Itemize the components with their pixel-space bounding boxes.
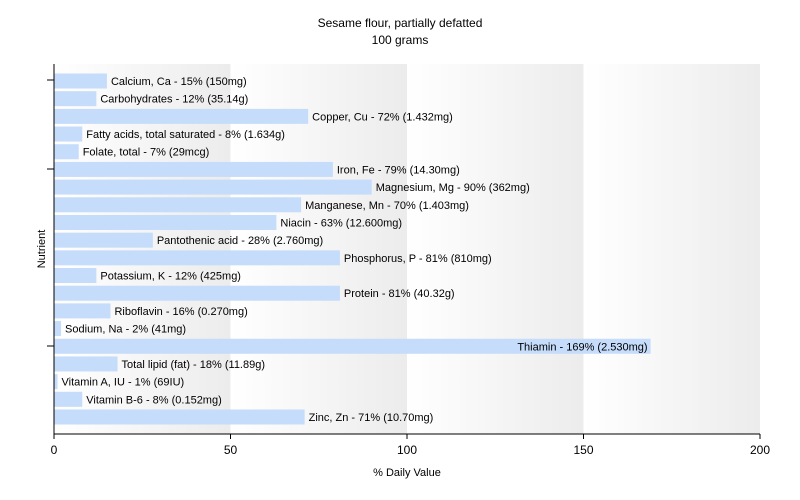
bar-label: Carbohydrates - 12% (35.14g): [100, 94, 248, 106]
grid-band: [54, 64, 231, 434]
bar-label: Vitamin B-6 - 8% (0.152mg): [86, 394, 222, 406]
x-ticks-group: 0 50 100 150 200: [51, 434, 770, 457]
bar: [54, 268, 97, 284]
bar-label: Niacin - 63% (12.600mg): [280, 217, 402, 229]
x-axis-label: % Daily Value: [373, 467, 441, 479]
bar: [54, 321, 62, 337]
bar-label: Riboflavin - 16% (0.270mg): [114, 306, 247, 318]
bar-label: Manganese, Mn - 70% (1.403mg): [305, 200, 469, 212]
bar-label: Phosphorus, P - 81% (810mg): [344, 253, 492, 265]
bar-label: Copper, Cu - 72% (1.432mg): [312, 111, 453, 123]
grid-band: [583, 64, 760, 434]
bar-label: Protein - 81% (40.32g): [344, 288, 455, 300]
bar-label: Pantothenic acid - 28% (2.760mg): [157, 235, 323, 247]
bar: [54, 232, 153, 248]
grid-band: [230, 64, 407, 434]
bar: [54, 250, 340, 266]
bar-label: Zinc, Zn - 71% (10.70mg): [309, 412, 434, 424]
bar-label: Total lipid (fat) - 18% (11.89g): [122, 359, 265, 371]
bar: [54, 338, 651, 354]
y-axis-label: Nutrient: [36, 230, 48, 269]
bar: [54, 161, 333, 177]
bar-label: Iron, Fe - 79% (14.30mg): [337, 164, 460, 176]
bar: [54, 91, 97, 107]
bar-label: Calcium, Ca - 15% (150mg): [111, 76, 247, 88]
bar: [54, 285, 340, 301]
plot-background: [54, 64, 760, 434]
chart-title: Sesame flour, partially defatted: [318, 16, 483, 30]
x-tick-label: 100: [397, 443, 417, 457]
bar-label: Thiamin - 169% (2.530mg): [517, 341, 647, 353]
bar-label: Sodium, Na - 2% (41mg): [65, 324, 186, 336]
bar: [54, 214, 277, 230]
bar: [54, 126, 83, 142]
grid-band: [407, 64, 584, 434]
bar: [54, 409, 305, 425]
chart-subtitle: 100 grams: [372, 33, 429, 47]
bar-label: Fatty acids, total saturated - 8% (1.634…: [86, 129, 285, 141]
bar-label: Magnesium, Mg - 90% (362mg): [376, 182, 530, 194]
bar: [54, 73, 107, 89]
x-tick-label: 150: [573, 443, 593, 457]
bar: [54, 144, 79, 160]
x-tick-label: 0: [51, 443, 58, 457]
bar: [54, 303, 111, 319]
bar-label: Potassium, K - 12% (425mg): [100, 271, 241, 283]
bar: [54, 197, 302, 213]
bar: [54, 391, 83, 407]
bar: [54, 179, 372, 195]
x-tick-label: 50: [224, 443, 238, 457]
bars-group: Calcium, Ca - 15% (150mg) Carbohydrates -…: [54, 73, 651, 425]
bar-label: Folate, total - 7% (29mcg): [83, 147, 210, 159]
bar: [54, 108, 309, 124]
bar-label: Vitamin A, IU - 1% (69IU): [62, 377, 185, 389]
x-tick-label: 200: [750, 443, 770, 457]
bar: [54, 374, 58, 390]
bar: [54, 356, 118, 372]
